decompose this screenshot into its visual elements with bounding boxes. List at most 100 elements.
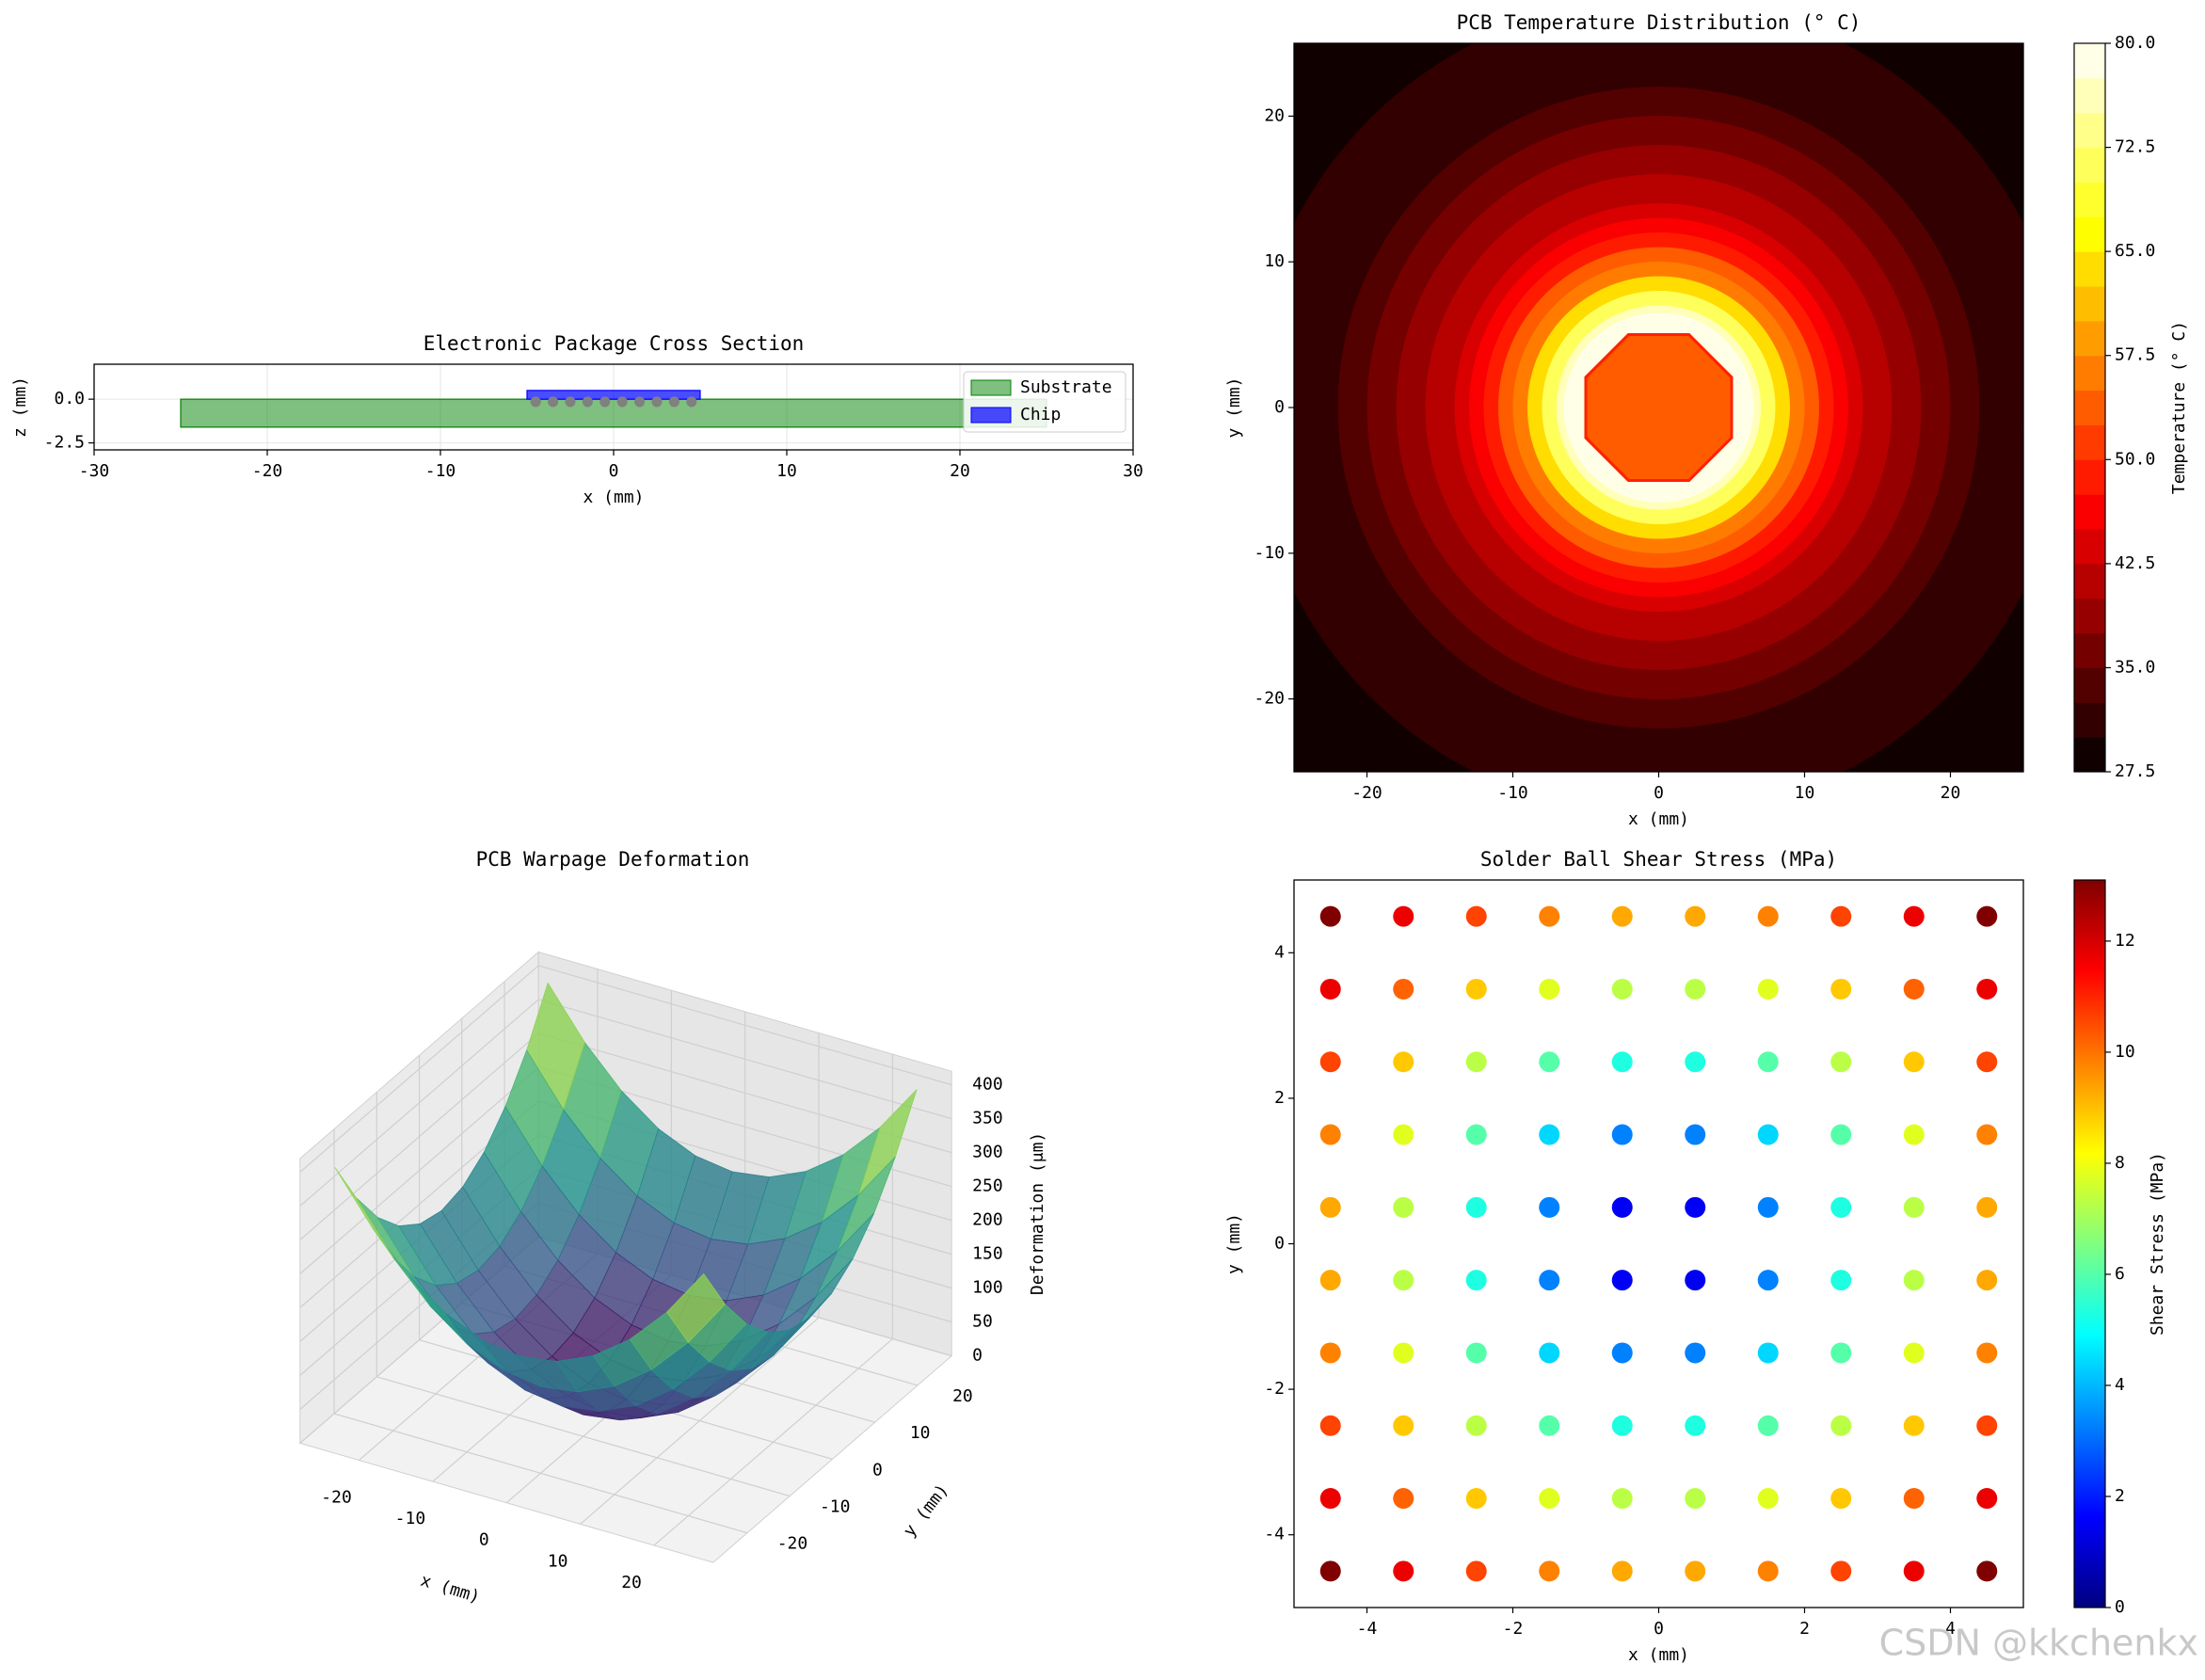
solder-ball-point (1830, 1560, 1852, 1582)
solder-ball-point (1685, 978, 1706, 1000)
x-tick-label: -10 (425, 461, 456, 481)
grid-line (299, 1066, 539, 1274)
colorbar-tick-label: 57.5 (2115, 345, 2155, 365)
solder-ball-point (1319, 1415, 1341, 1436)
x-tick-label: 2 (1799, 1619, 1810, 1639)
x-tick-label: 30 (1123, 461, 1143, 481)
colorbar-band (2074, 598, 2105, 634)
solder-ball-point (1393, 1051, 1414, 1073)
y-tick-label: 10 (910, 1423, 931, 1443)
solder-ball-point (1319, 1270, 1341, 1291)
solder-ball-point (1903, 1051, 1925, 1073)
x-tick-label: 20 (621, 1573, 642, 1592)
solder-ball-point (1757, 1342, 1779, 1364)
x-tick-label: 10 (548, 1551, 568, 1571)
grid-line (376, 1376, 791, 1497)
x-tick-label: 0 (1654, 1619, 1664, 1639)
solder-ball-point (1611, 1415, 1633, 1436)
solder-ball-point (1757, 1124, 1779, 1145)
solder-ball-point (1830, 905, 1852, 927)
solder-ball-point (1393, 1415, 1414, 1436)
solder-ball-point (1319, 1488, 1341, 1510)
solder-ball (634, 396, 646, 408)
solder-ball-point (1685, 1415, 1706, 1436)
solder-ball-point (1319, 978, 1341, 1000)
solder-ball-point (1319, 905, 1341, 927)
solder-ball-point (1976, 978, 1998, 1000)
z-tick-label: 300 (972, 1143, 1003, 1162)
solder-ball-point (1611, 978, 1633, 1000)
grid-line (538, 999, 952, 1120)
solder-ball-point (1757, 1270, 1779, 1291)
colorbar-tick-label: 72.5 (2115, 137, 2155, 157)
y-tick-label: 0 (1274, 397, 1285, 417)
solder-ball-point (1539, 905, 1560, 927)
solder-ball-point (1611, 1051, 1633, 1073)
solder-ball-point (1903, 978, 1925, 1000)
solder-ball-point (1611, 1124, 1633, 1145)
solder-ball (565, 396, 576, 408)
solder-ball-point (1393, 1124, 1414, 1145)
x-tick-label: -4 (1357, 1619, 1378, 1639)
solder-ball-point (1465, 1051, 1487, 1073)
solder-ball-point (1830, 1270, 1852, 1291)
x-tick-label: 10 (1795, 783, 1815, 803)
colorbar-frame (2073, 879, 2106, 1608)
x-tick-label: -20 (321, 1487, 352, 1507)
colorbar-band (2074, 424, 2105, 460)
colorbar-band (2074, 355, 2105, 392)
colorbar-label: Temperature (° C) (2169, 321, 2189, 494)
watermark: CSDN @kkchenkx (1879, 1623, 2198, 1664)
colorbar-band (2074, 632, 2105, 668)
solder-ball-point (1465, 905, 1487, 927)
colorbar-tick-label: 12 (2115, 931, 2135, 951)
solder-ball-point (1319, 1124, 1341, 1145)
solder-ball-point (1830, 1051, 1852, 1073)
solder-ball-point (1976, 1342, 1998, 1364)
y-tick-label: -2 (1264, 1379, 1285, 1399)
solder-ball-point (1465, 1124, 1487, 1145)
solder-ball-point (1685, 1270, 1706, 1291)
solder-ball-point (1685, 1342, 1706, 1364)
chart-title: PCB Temperature Distribution (° C) (1457, 11, 1861, 34)
solder-ball-point (1830, 1488, 1852, 1510)
solder-ball (582, 396, 593, 408)
colorbar-tick-label: 80.0 (2115, 33, 2155, 53)
solder-ball-point (1830, 1196, 1852, 1218)
solder-ball-point (1903, 1270, 1925, 1291)
y-axis-label: y (mm) (1224, 376, 1244, 438)
solder-ball-point (1465, 1270, 1487, 1291)
legend-label: Substrate (1020, 377, 1112, 397)
solder-ball (530, 396, 541, 408)
x-tick-label: 10 (776, 461, 797, 481)
chip-hotspot (1584, 333, 1734, 482)
solder-ball-point (1976, 1560, 1998, 1582)
surface-patch (666, 1272, 726, 1343)
solder-ball-point (1611, 905, 1633, 927)
z-tick-label: 100 (972, 1278, 1003, 1298)
colorbar-band (2074, 112, 2105, 149)
colorbar-band (2074, 182, 2105, 217)
solder-ball (616, 396, 628, 408)
colorbar-tick-label: 27.5 (2115, 761, 2155, 781)
colorbar-band (2074, 459, 2105, 495)
legend-label: Chip (1020, 405, 1061, 424)
solder-ball-point (1539, 1342, 1560, 1364)
solder-ball-point (1757, 978, 1779, 1000)
solder-ball-point (1539, 1560, 1560, 1582)
solder-ball-point (1685, 1124, 1706, 1145)
solder-ball-point (1465, 1415, 1487, 1436)
solder-ball-point (1319, 1196, 1341, 1218)
solder-ball-point (1903, 1488, 1925, 1510)
colorbar-band (2074, 667, 2105, 703)
y-tick-label: -10 (1254, 543, 1285, 563)
y-axis-label: z (mm) (10, 376, 30, 438)
solder-ball-point (1903, 1124, 1925, 1145)
solder-ball-point (1830, 978, 1852, 1000)
colorbar-label: Shear Stress (MPa) (2148, 1152, 2167, 1336)
z-axis-label: Deformation (μm) (1028, 1132, 1047, 1295)
solder-ball-point (1903, 1415, 1925, 1436)
solder-ball-point (1903, 1560, 1925, 1582)
solder-ball-point (1393, 1342, 1414, 1364)
